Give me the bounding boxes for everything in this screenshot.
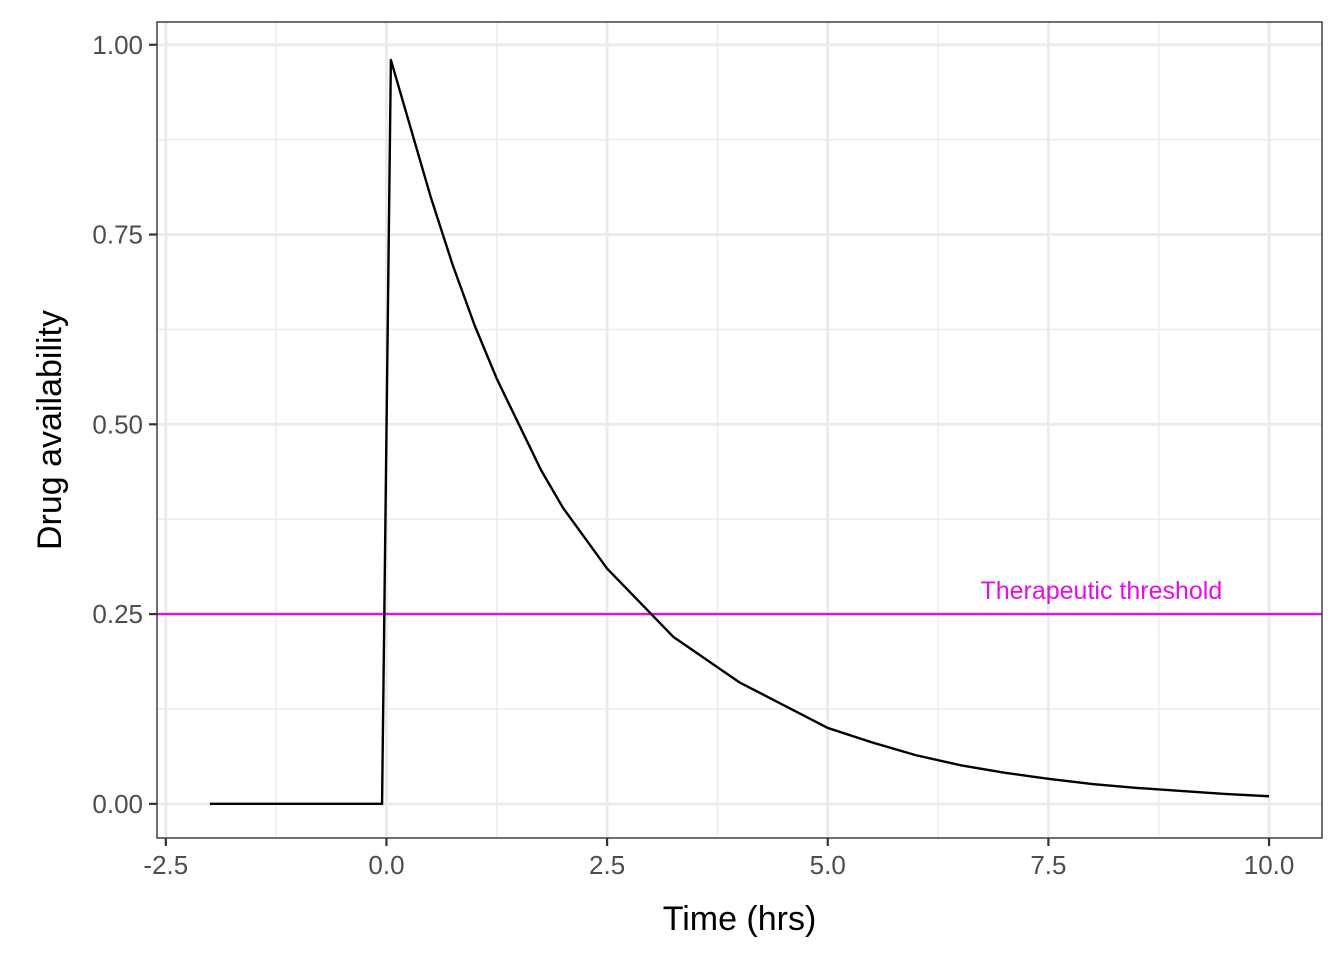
y-tick-label: 0.75 xyxy=(92,220,143,250)
x-tick-label: -2.5 xyxy=(143,850,188,880)
series-group xyxy=(209,58,1270,806)
x-tick-label: 2.5 xyxy=(589,850,625,880)
y-tick-label: 0.00 xyxy=(92,789,143,819)
x-axis-title: Time (hrs) xyxy=(663,900,817,938)
y-axis-title: Drug availability xyxy=(31,310,69,550)
series-line xyxy=(209,58,1270,806)
x-tick-label: 10.0 xyxy=(1244,850,1295,880)
y-tick-label: 0.25 xyxy=(92,599,143,629)
threshold-label: Therapeutic threshold xyxy=(980,577,1222,605)
x-tick-label: 0.0 xyxy=(368,850,404,880)
threshold-lines: Therapeutic threshold xyxy=(157,577,1322,616)
y-tick-label: 1.00 xyxy=(92,30,143,60)
y-tick-label: 0.50 xyxy=(92,409,143,439)
x-tick-label: 7.5 xyxy=(1030,850,1066,880)
panel-border xyxy=(156,21,1323,839)
x-tick-label: 5.0 xyxy=(810,850,846,880)
x-axis-ticks: -2.5 0.0 2.5 5.0 7.5 10.0 xyxy=(143,838,1294,880)
y-axis-ticks: 0.00 0.25 0.50 0.75 1.00 xyxy=(92,30,157,819)
